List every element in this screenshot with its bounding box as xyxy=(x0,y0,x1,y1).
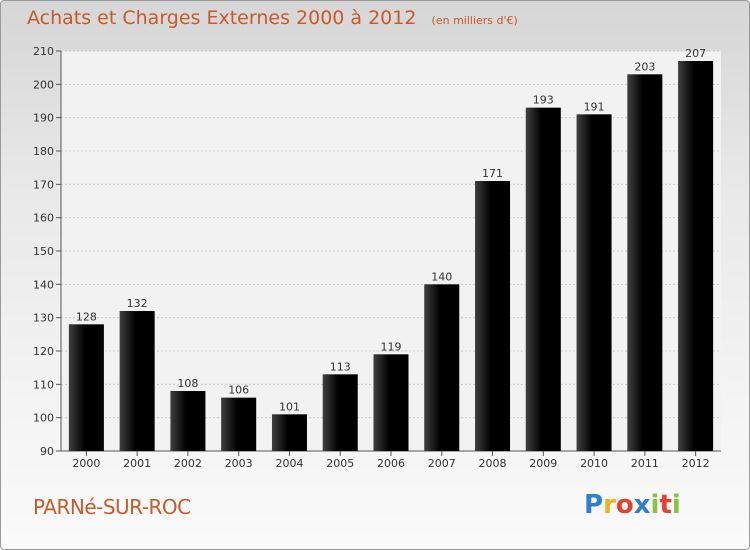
x-tick-label: 2007 xyxy=(428,457,456,470)
y-tick-label: 200 xyxy=(33,78,54,91)
bar-highlight xyxy=(221,397,237,451)
logo-letter: t xyxy=(659,490,672,520)
bar-highlight xyxy=(475,181,491,451)
data-label: 203 xyxy=(634,60,655,73)
data-label: 101 xyxy=(279,400,300,413)
x-tick-label: 2004 xyxy=(275,457,303,470)
data-label: 193 xyxy=(533,94,554,107)
y-tick-label: 120 xyxy=(33,345,54,358)
data-label: 171 xyxy=(482,167,503,180)
data-label: 108 xyxy=(177,377,198,390)
data-label: 113 xyxy=(330,360,351,373)
logo-letter: r xyxy=(603,490,616,520)
data-label: 119 xyxy=(381,340,402,353)
bar-highlight xyxy=(271,414,288,451)
bar-highlight xyxy=(68,324,85,451)
y-tick-label: 160 xyxy=(33,212,54,225)
bar-highlight xyxy=(373,354,390,451)
bar-highlight xyxy=(525,107,542,452)
y-tick-label: 100 xyxy=(33,412,54,425)
x-tick-label: 2002 xyxy=(174,457,202,470)
data-label: 191 xyxy=(584,100,605,113)
y-tick-label: 150 xyxy=(33,245,54,258)
y-tick-label: 210 xyxy=(33,45,54,58)
x-tick-label: 2001 xyxy=(123,457,151,470)
chart-title: Achats et Charges Externes 2000 à 2012 xyxy=(27,7,417,29)
bar-highlight xyxy=(119,311,136,451)
bar-layer xyxy=(68,61,714,452)
bar-highlight xyxy=(170,391,187,451)
proxiti-logo: Proxiti xyxy=(584,490,681,520)
x-tick-label: 2008 xyxy=(479,457,507,470)
y-tick-label: 170 xyxy=(33,178,54,191)
data-label: 207 xyxy=(685,47,706,60)
y-tick-label: 190 xyxy=(33,112,54,125)
bar-highlight xyxy=(424,284,441,451)
x-tick-label: 2012 xyxy=(682,457,710,470)
logo-letter: x xyxy=(633,490,651,520)
x-tick-label: 2006 xyxy=(377,457,405,470)
chart-title-row: Achats et Charges Externes 2000 à 2012 (… xyxy=(27,7,518,29)
bar-highlight xyxy=(322,374,339,451)
bar-highlight xyxy=(678,61,694,451)
y-tick-label: 180 xyxy=(33,145,54,158)
y-tick-label: 140 xyxy=(33,278,54,291)
data-label: 128 xyxy=(76,310,97,323)
y-tick-label: 90 xyxy=(40,445,54,458)
bar-highlight xyxy=(576,114,593,451)
logo-letter: P xyxy=(584,490,604,520)
data-label: 106 xyxy=(228,384,249,397)
chart-subtitle: (en milliers d'€) xyxy=(431,14,518,27)
label-layer: 2000 128 2001 132 2002 108 2003 106 2004 101 2005 1… xyxy=(72,47,709,470)
y-tick-label: 130 xyxy=(33,312,54,325)
data-label: 140 xyxy=(431,270,452,283)
logo-letter: o xyxy=(615,490,634,520)
logo-letter: i xyxy=(671,490,681,520)
y-tick-label: 110 xyxy=(33,378,54,391)
logo-letter: i xyxy=(650,490,660,520)
x-tick-label: 2011 xyxy=(631,457,659,470)
data-label: 132 xyxy=(127,297,148,310)
commune-name: PARNé-SUR-ROC xyxy=(33,495,191,519)
x-tick-label: 2003 xyxy=(225,457,253,470)
x-tick-label: 2009 xyxy=(529,457,557,470)
x-tick-label: 2000 xyxy=(72,457,100,470)
bar-highlight xyxy=(627,74,644,451)
x-tick-label: 2010 xyxy=(580,457,608,470)
x-tick-label: 2005 xyxy=(326,457,354,470)
